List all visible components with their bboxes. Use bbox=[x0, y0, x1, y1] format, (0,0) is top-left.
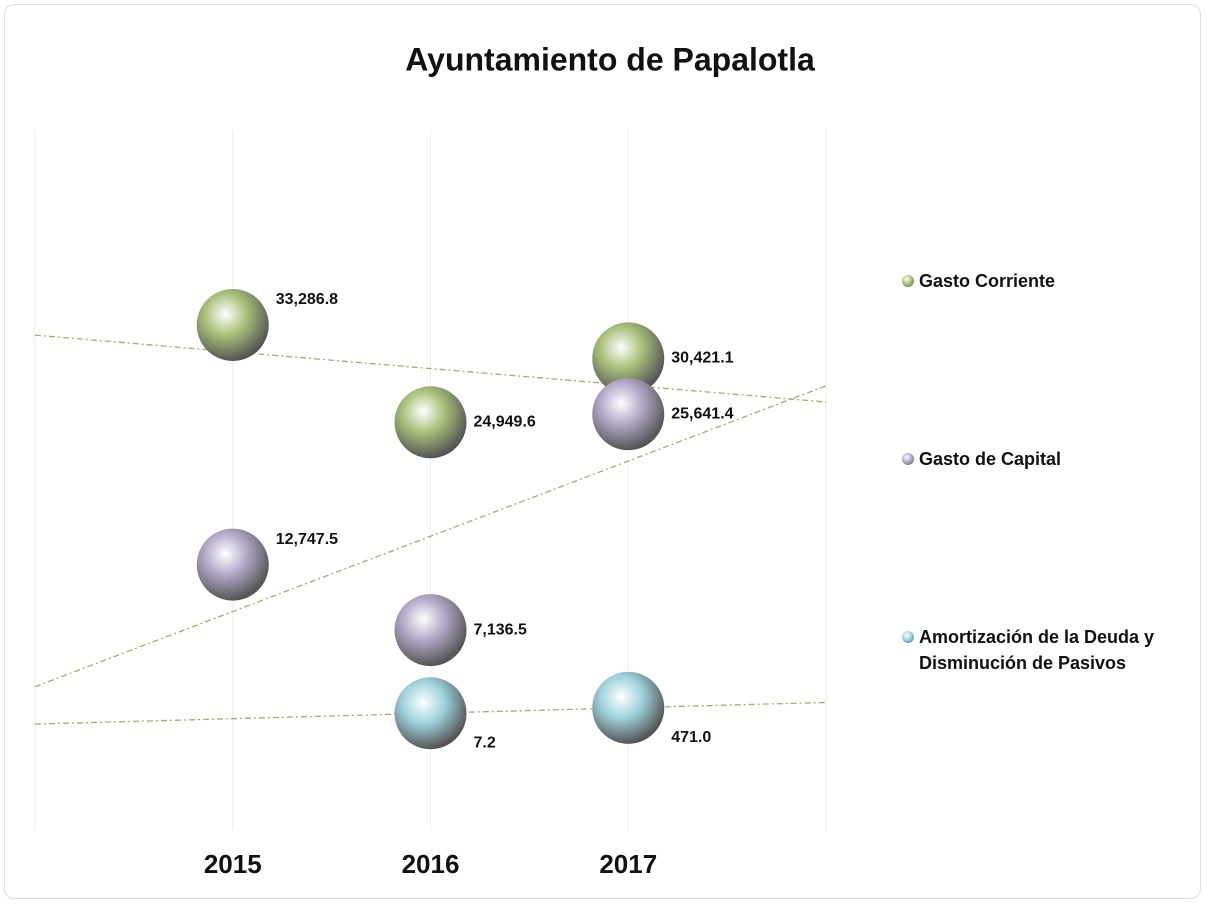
legend-label: Gasto Corriente bbox=[919, 271, 1056, 291]
data-label: 471.0 bbox=[671, 729, 711, 746]
data-label: 7.2 bbox=[474, 734, 496, 751]
data-label: 24,949.6 bbox=[474, 413, 536, 430]
legend-item: Amortización de la Deuda y Disminución d… bbox=[902, 624, 1202, 676]
data-label: 30,421.1 bbox=[671, 350, 733, 367]
legend-marker bbox=[902, 453, 914, 465]
data-label: 7,136.5 bbox=[474, 621, 527, 638]
legend-item: Gasto de Capital bbox=[902, 446, 1202, 472]
bubble bbox=[592, 378, 665, 451]
bubble bbox=[592, 671, 665, 744]
bubble bbox=[592, 322, 665, 395]
legend-label: Gasto de Capital bbox=[919, 449, 1062, 469]
trendline bbox=[34, 334, 827, 403]
bubble bbox=[394, 677, 467, 750]
data-label: 33,286.8 bbox=[276, 291, 338, 308]
chart-title: Ayuntamiento de Papalotla bbox=[405, 41, 815, 77]
legend-marker bbox=[902, 631, 914, 643]
bubble bbox=[196, 288, 269, 361]
bubble bbox=[394, 386, 467, 459]
legend-marker bbox=[902, 275, 914, 287]
data-label: 25,641.4 bbox=[671, 405, 733, 422]
trendline bbox=[34, 385, 827, 688]
x-tick-label: 2017 bbox=[599, 849, 657, 879]
chart-frame bbox=[4, 4, 1201, 899]
legend-item: Gasto Corriente bbox=[902, 268, 1202, 294]
bubble bbox=[394, 594, 467, 667]
x-tick-label: 2016 bbox=[402, 849, 460, 879]
x-tick-label: 2015 bbox=[204, 849, 262, 879]
bubble bbox=[196, 528, 269, 601]
legend-label: Amortización de la Deuda y Disminución d… bbox=[919, 627, 1155, 673]
data-label: 12,747.5 bbox=[276, 531, 338, 548]
